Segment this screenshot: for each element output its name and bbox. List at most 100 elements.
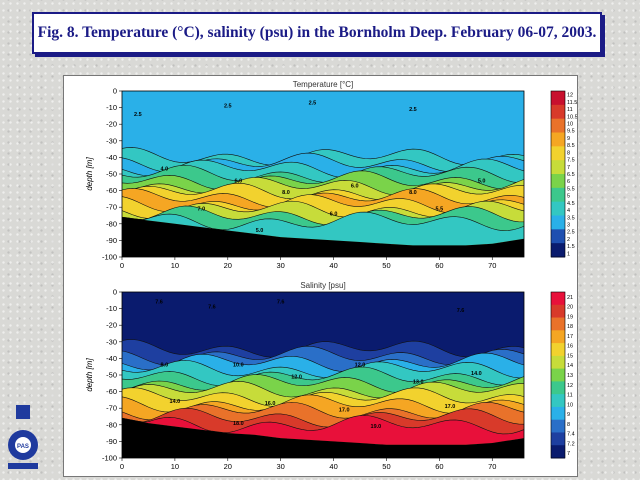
- temperature-x-tick-label: 70: [488, 261, 496, 270]
- temperature-colorbar-cell: [551, 215, 565, 230]
- salinity-contour-label: 7.6: [457, 308, 465, 314]
- temperature-contour-label: 4.0: [160, 167, 168, 173]
- salinity-colorbar-label: 10: [567, 402, 573, 408]
- temperature-colorbar-label: 10.5: [567, 114, 577, 120]
- temperature-colorbar-cell: [551, 146, 565, 161]
- temperature-band-12: [122, 212, 524, 246]
- salinity-x-tick-label: 10: [171, 462, 179, 471]
- salinity-contour-label: 7.6: [155, 300, 163, 306]
- salinity-chart: Salinity [psu] 7.6 7.6 7.6 7.6 8.0 10.0 12.0 12.…: [85, 281, 575, 471]
- salinity-colorbar-cell: [551, 419, 565, 433]
- salinity-y-tick-label: -100: [102, 454, 117, 463]
- salinity-colorbar-cell: [551, 304, 565, 319]
- temperature-colorbar-label: 7.5: [567, 158, 575, 164]
- salinity-y-tick-label: -40: [106, 354, 117, 363]
- temperature-colorbar-cell: [551, 118, 565, 133]
- temperature-contour-8: [121, 188, 525, 208]
- temperature-colorbar-label: 4: [567, 208, 570, 214]
- logo-text: PAS: [17, 444, 29, 450]
- salinity-x-tick-label: 50: [382, 462, 390, 471]
- salinity-colorbar-cell: [551, 381, 565, 395]
- temperature-y-tick-label: -10: [106, 103, 117, 112]
- temperature-colorbar-label: 9.5: [567, 129, 575, 135]
- salinity-colorbar-label: 17: [567, 334, 573, 340]
- salinity-y-tick-label: -50: [106, 371, 117, 380]
- contour-plots: Temperature [°C] 2.5 2.5 2.5 2.5 4.0 6.0 8.0 6.0…: [85, 80, 577, 471]
- salinity-colorbar-cell: [551, 355, 565, 370]
- temperature-colorbar-label: 3: [567, 223, 570, 229]
- temperature-colorbar-label: 6: [567, 179, 570, 185]
- temperature-x-tick-label: 10: [171, 261, 179, 270]
- temperature-colorbar-label: 6.5: [567, 172, 575, 178]
- salinity-x-tick-label: 0: [120, 462, 124, 471]
- salinity-contour-7: [121, 381, 525, 399]
- temperature-colorbar-label: 8.5: [567, 143, 575, 149]
- salinity-colorbar-label: 7.4: [567, 432, 575, 438]
- salinity-colorbar-label: 16: [567, 344, 573, 350]
- salinity-y-tick-label: -20: [106, 321, 117, 330]
- temperature-contour-label: 6.0: [351, 183, 359, 189]
- salinity-contour-label: 8.0: [160, 363, 168, 369]
- temperature-colorbar-label: 5: [567, 194, 570, 200]
- salinity-contour-4: [121, 360, 525, 379]
- temperature-y-tick-label: -100: [102, 253, 117, 262]
- temperature-y-tick-label: -30: [106, 136, 117, 145]
- temperature-contour-6: [121, 177, 525, 196]
- temperature-colorbar-cell: [551, 201, 565, 216]
- salinity-contour-6: [121, 374, 525, 393]
- salinity-contour-12: [121, 415, 525, 435]
- salinity-colorbar-cell: [551, 317, 565, 331]
- temperature-colorbar-cell: [551, 91, 565, 106]
- salinity-contour-label: 18.0: [233, 421, 244, 427]
- temperature-colorbar-cell: [551, 187, 565, 203]
- temperature-colorbar-label: 10: [567, 121, 573, 127]
- salinity-y-axis-label: depth [m]: [85, 358, 94, 392]
- figure-title: Fig. 8. Temperature (°C), salinity (psu)…: [32, 12, 602, 54]
- temperature-contour-label: 8.0: [282, 190, 290, 196]
- temperature-colorbar-label: 1.5: [567, 244, 575, 250]
- salinity-colorbar-label: 19: [567, 314, 573, 320]
- temperature-y-tick-label: -80: [106, 219, 117, 228]
- temperature-contour-label: 2.5: [224, 104, 232, 110]
- logo-ring-inner: [15, 437, 31, 453]
- salinity-colorbar-cell: [551, 292, 565, 306]
- temperature-colorbar-label: 11: [567, 107, 573, 113]
- temperature-colorbar-cell: [551, 243, 565, 258]
- salinity-colorbar-cell: [551, 445, 565, 459]
- salinity-seafloor: [122, 418, 524, 458]
- temperature-contour-11: [121, 205, 525, 226]
- temperature-x-tick-label: 50: [382, 261, 390, 270]
- temperature-y-tick-label: -40: [106, 153, 117, 162]
- salinity-x-tick-label: 60: [435, 462, 443, 471]
- salinity-contour-11: [121, 407, 525, 428]
- temperature-x-tick-label: 40: [329, 261, 337, 270]
- salinity-colorbar-cell: [551, 394, 565, 408]
- temperature-chart: Temperature [°C] 2.5 2.5 2.5 2.5 4.0 6.0 8.0 6.0…: [85, 80, 577, 270]
- temperature-y-axis-label: depth [m]: [85, 157, 94, 191]
- logo-bar: [16, 405, 30, 419]
- temperature-y-tick-label: -20: [106, 120, 117, 129]
- salinity-colorbar-label: 20: [567, 305, 573, 311]
- salinity-colorbar-label: 9: [567, 412, 570, 418]
- salinity-y-tick-label: 0: [113, 288, 117, 297]
- temperature-colorbar-cell: [551, 229, 565, 244]
- temperature-y-tick-label: -90: [106, 236, 117, 245]
- figure-panel: Temperature [°C] 2.5 2.5 2.5 2.5 4.0 6.0 8.0 6.0…: [63, 75, 578, 477]
- salinity-contour-label: 7.6: [208, 305, 216, 311]
- salinity-contour-label: 13.0: [413, 379, 424, 385]
- temperature-contour-label: 6.0: [330, 212, 338, 218]
- temperature-contour-label: 7.0: [198, 207, 206, 213]
- temperature-colorbar-cell: [551, 104, 565, 120]
- temperature-colorbar-label: 3.5: [567, 215, 575, 221]
- salinity-colorbar-label: 14: [567, 363, 573, 369]
- salinity-contour-label: 12.0: [291, 374, 302, 380]
- salinity-contour-label: 17.0: [445, 404, 456, 410]
- temperature-colorbar-cell: [551, 160, 565, 175]
- temperature-colorbar-label: 4.5: [567, 201, 575, 207]
- temperature-contour-label: 2.5: [409, 107, 417, 113]
- temperature-y-tick-label: -70: [106, 203, 117, 212]
- temperature-contour-label: 2.5: [309, 100, 317, 106]
- salinity-y-tick-label: -80: [106, 420, 117, 429]
- temperature-contour-label: 8.0: [409, 190, 417, 196]
- salinity-y-tick-label: -10: [106, 304, 117, 313]
